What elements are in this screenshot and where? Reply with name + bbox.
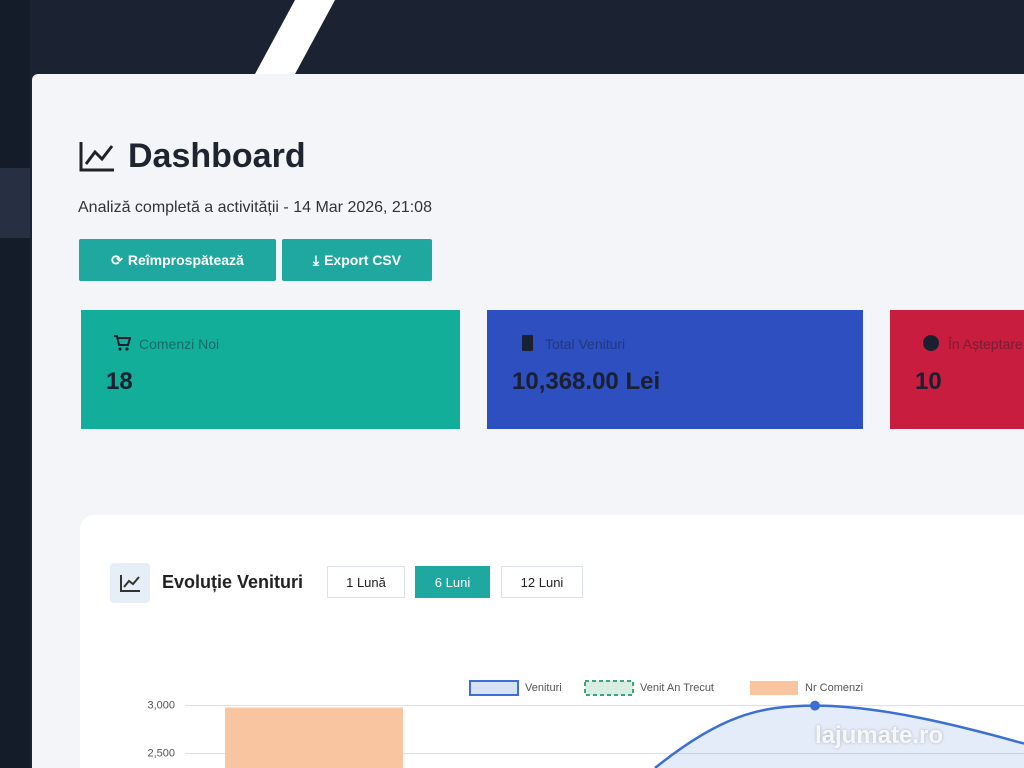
period-button[interactable]: 6 Luni bbox=[415, 566, 490, 598]
stat-value: 10 bbox=[915, 368, 942, 395]
period-label: 6 Luni bbox=[434, 574, 471, 590]
legend-label: Venit An Trecut bbox=[640, 682, 714, 694]
stat-card: Comenzi Noi 18 bbox=[81, 310, 460, 429]
export-button[interactable]: ⤓ Export CSV bbox=[282, 239, 432, 281]
top-bar-stripe bbox=[255, 0, 335, 74]
legend-swatch bbox=[469, 680, 519, 696]
stat-value: 18 bbox=[106, 368, 133, 395]
legend-swatch bbox=[750, 681, 798, 695]
period-button[interactable]: 1 Lună bbox=[327, 566, 405, 598]
y-tick-label: 3,000 bbox=[147, 700, 175, 712]
page-subtitle: Analiză completă a activității - 14 Mar … bbox=[78, 199, 432, 216]
stat-label: Total Venituri bbox=[545, 336, 626, 352]
stat-card: Total Venituri 10,368.00 Lei bbox=[487, 310, 863, 429]
stat-value: 10,368.00 Lei bbox=[512, 368, 661, 395]
receipt-icon bbox=[522, 335, 533, 351]
period-label: 12 Luni bbox=[520, 574, 564, 590]
line-point bbox=[810, 700, 820, 711]
bar bbox=[225, 707, 403, 768]
legend-swatch bbox=[584, 680, 634, 696]
sidebar bbox=[0, 0, 30, 768]
y-tick-label: 2,500 bbox=[147, 748, 175, 760]
sidebar-active-item[interactable] bbox=[0, 168, 30, 238]
watermark: lajumate.ro bbox=[815, 722, 944, 749]
button-label: Export CSV bbox=[324, 252, 402, 268]
chart-card-title: Evoluție Venituri bbox=[162, 572, 304, 592]
cart-icon bbox=[114, 335, 131, 351]
stat-card: În Așteptare 10 bbox=[890, 310, 1024, 429]
stat-label: Comenzi Noi bbox=[139, 336, 220, 352]
legend-label: Venituri bbox=[525, 682, 562, 694]
period-label: 1 Lună bbox=[346, 574, 386, 590]
button-label: Reîmprospătează bbox=[127, 252, 244, 268]
chart-card-icon bbox=[110, 563, 150, 603]
period-button[interactable]: 12 Luni bbox=[501, 566, 583, 598]
legend-label: Nr Comenzi bbox=[805, 682, 863, 694]
dashboard-icon bbox=[79, 142, 114, 172]
top-bar bbox=[30, 0, 1024, 74]
stat-label: În Așteptare bbox=[948, 336, 1023, 352]
page-title: Dashboard bbox=[128, 137, 306, 175]
refresh-button[interactable]: ⟳ Reîmprospătează bbox=[79, 239, 276, 281]
clock-icon bbox=[923, 335, 939, 351]
